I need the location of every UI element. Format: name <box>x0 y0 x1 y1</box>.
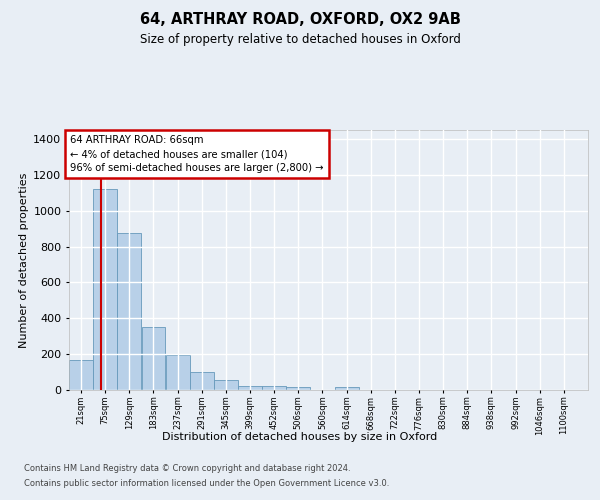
Text: Contains public sector information licensed under the Open Government Licence v3: Contains public sector information licen… <box>24 479 389 488</box>
Bar <box>118 232 142 390</box>
Bar <box>166 356 190 390</box>
Bar <box>238 386 262 390</box>
Bar <box>262 386 286 390</box>
Text: Size of property relative to detached houses in Oxford: Size of property relative to detached ho… <box>140 32 460 46</box>
Text: 64, ARTHRAY ROAD, OXFORD, OX2 9AB: 64, ARTHRAY ROAD, OXFORD, OX2 9AB <box>140 12 460 28</box>
Y-axis label: Number of detached properties: Number of detached properties <box>19 172 29 348</box>
Bar <box>142 327 166 390</box>
Bar <box>93 189 117 390</box>
Text: 64 ARTHRAY ROAD: 66sqm
← 4% of detached houses are smaller (104)
96% of semi-det: 64 ARTHRAY ROAD: 66sqm ← 4% of detached … <box>70 136 324 173</box>
Bar <box>335 387 359 390</box>
Bar <box>69 360 93 390</box>
Bar <box>214 380 238 390</box>
Text: Contains HM Land Registry data © Crown copyright and database right 2024.: Contains HM Land Registry data © Crown c… <box>24 464 350 473</box>
Text: Distribution of detached houses by size in Oxford: Distribution of detached houses by size … <box>163 432 437 442</box>
Bar <box>190 372 214 390</box>
Bar <box>286 387 310 390</box>
